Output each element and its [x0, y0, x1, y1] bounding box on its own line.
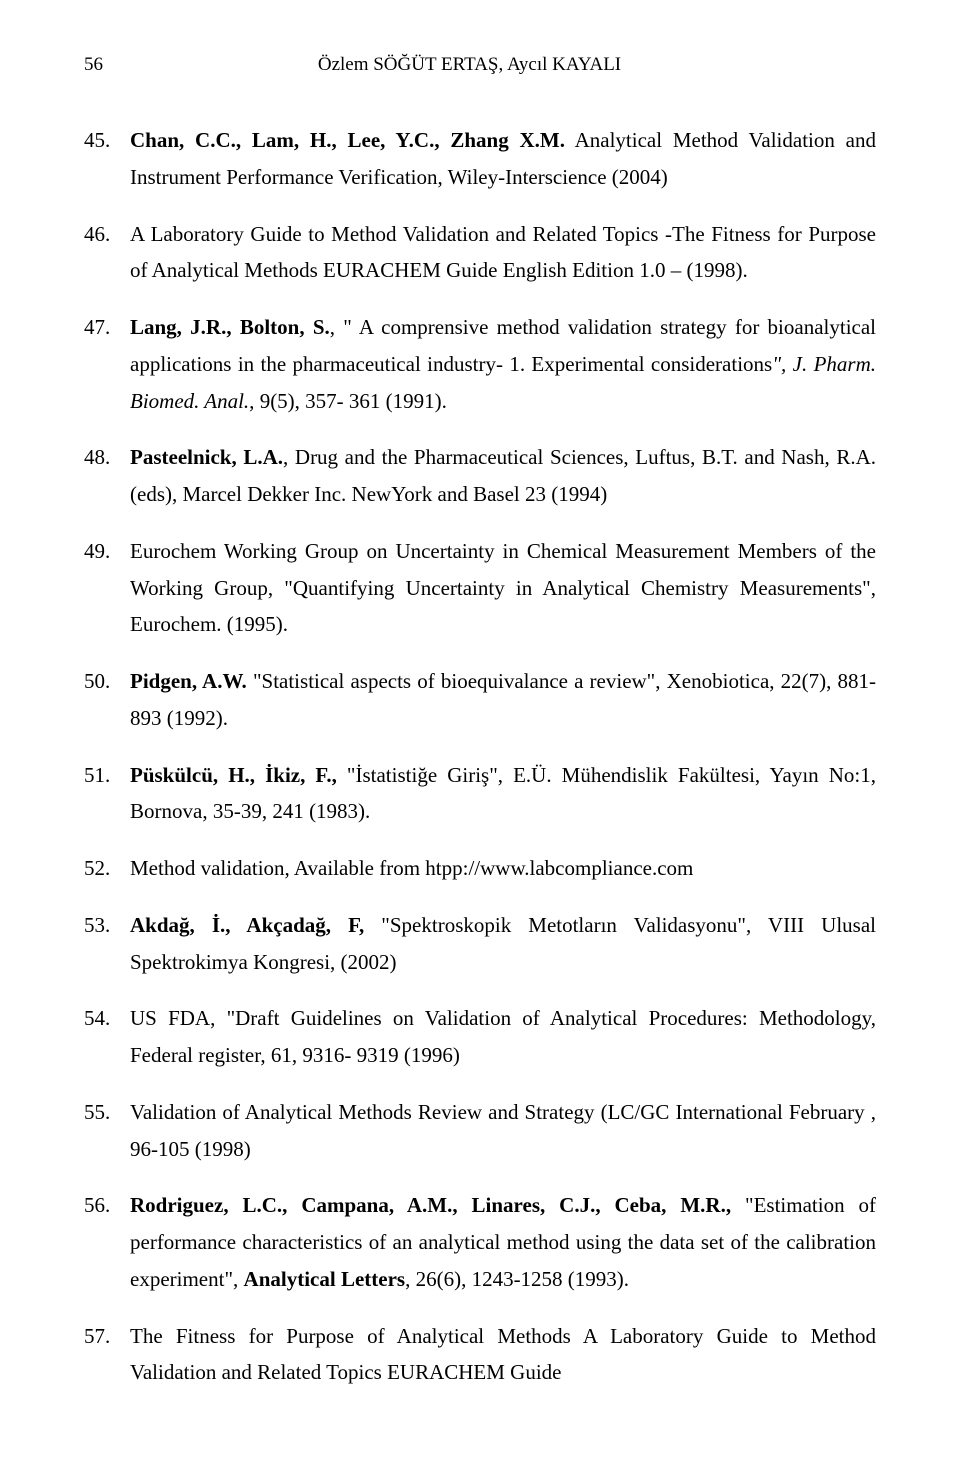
reference-text: Eurochem Working Group on Uncertainty in…: [130, 539, 876, 637]
page-header: 56 Özlem SÖĞÜT ERTAŞ, Aycıl KAYALI: [84, 54, 876, 76]
reference-body: Püskülcü, H., İkiz, F., "İstatistiğe Gir…: [130, 757, 876, 831]
reference-item: 50.Pidgen, A.W. "Statistical aspects of …: [84, 663, 876, 737]
header-authors: Özlem SÖĞÜT ERTAŞ, Aycıl KAYALI: [103, 54, 876, 76]
reference-item: 57.The Fitness for Purpose of Analytical…: [84, 1318, 876, 1392]
reference-text: Püskülcü, H., İkiz, F.,: [130, 763, 337, 787]
reference-item: 47.Lang, J.R., Bolton, S., " A comprensi…: [84, 309, 876, 419]
reference-text: Validation of Analytical Methods Review …: [130, 1100, 876, 1161]
reference-item: 53.Akdağ, İ., Akçadağ, F, "Spektroskopik…: [84, 907, 876, 981]
reference-text: Method validation, Available from htpp:/…: [130, 856, 693, 880]
reference-item: 55.Validation of Analytical Methods Revi…: [84, 1094, 876, 1168]
reference-number: 55.: [84, 1094, 130, 1168]
reference-body: Pasteelnick, L.A., Drug and the Pharmace…: [130, 439, 876, 513]
reference-body: Validation of Analytical Methods Review …: [130, 1094, 876, 1168]
page-number: 56: [84, 54, 103, 76]
reference-number: 45.: [84, 122, 130, 196]
reference-text: Lang, J.R., Bolton, S.: [130, 315, 330, 339]
reference-text: Pasteelnick, L.A.: [130, 445, 283, 469]
reference-body: Rodriguez, L.C., Campana, A.M., Linares,…: [130, 1187, 876, 1297]
reference-item: 54.US FDA, "Draft Guidelines on Validati…: [84, 1000, 876, 1074]
reference-list: 45.Chan, C.C., Lam, H., Lee, Y.C., Zhang…: [84, 122, 876, 1391]
reference-text: A Laboratory Guide to Method Validation …: [130, 222, 876, 283]
reference-body: Eurochem Working Group on Uncertainty in…: [130, 533, 876, 643]
reference-item: 51.Püskülcü, H., İkiz, F., "İstatistiğe …: [84, 757, 876, 831]
reference-item: 48.Pasteelnick, L.A., Drug and the Pharm…: [84, 439, 876, 513]
reference-body: Pidgen, A.W. "Statistical aspects of bio…: [130, 663, 876, 737]
reference-item: 46.A Laboratory Guide to Method Validati…: [84, 216, 876, 290]
reference-number: 57.: [84, 1318, 130, 1392]
reference-number: 56.: [84, 1187, 130, 1297]
reference-text: Chan, C.C., Lam, H., Lee, Y.C., Zhang X.…: [130, 128, 565, 152]
reference-item: 52.Method validation, Available from htp…: [84, 850, 876, 887]
reference-number: 49.: [84, 533, 130, 643]
reference-body: Lang, J.R., Bolton, S., " A comprensive …: [130, 309, 876, 419]
reference-body: Method validation, Available from htpp:/…: [130, 850, 876, 887]
reference-number: 50.: [84, 663, 130, 737]
reference-text: 9(5), 357- 361 (1991).: [254, 389, 446, 413]
page: 56 Özlem SÖĞÜT ERTAŞ, Aycıl KAYALI 45.Ch…: [0, 0, 960, 1465]
reference-text: Akdağ, İ., Akçadağ, F,: [130, 913, 364, 937]
reference-body: Chan, C.C., Lam, H., Lee, Y.C., Zhang X.…: [130, 122, 876, 196]
reference-number: 52.: [84, 850, 130, 887]
reference-text: Analytical Letters: [244, 1267, 406, 1291]
reference-number: 48.: [84, 439, 130, 513]
reference-body: The Fitness for Purpose of Analytical Me…: [130, 1318, 876, 1392]
reference-body: A Laboratory Guide to Method Validation …: [130, 216, 876, 290]
reference-text: , 26(6), 1243-1258 (1993).: [405, 1267, 629, 1291]
reference-text: Pidgen, A.W.: [130, 669, 247, 693]
reference-body: Akdağ, İ., Akçadağ, F, "Spektroskopik Me…: [130, 907, 876, 981]
reference-text: Rodriguez, L.C., Campana, A.M., Linares,…: [130, 1193, 731, 1217]
reference-number: 54.: [84, 1000, 130, 1074]
reference-text: US FDA, "Draft Guidelines on Validation …: [130, 1006, 876, 1067]
reference-body: US FDA, "Draft Guidelines on Validation …: [130, 1000, 876, 1074]
reference-item: 49.Eurochem Working Group on Uncertainty…: [84, 533, 876, 643]
reference-item: 45.Chan, C.C., Lam, H., Lee, Y.C., Zhang…: [84, 122, 876, 196]
reference-number: 46.: [84, 216, 130, 290]
reference-number: 47.: [84, 309, 130, 419]
reference-item: 56.Rodriguez, L.C., Campana, A.M., Linar…: [84, 1187, 876, 1297]
reference-text: The Fitness for Purpose of Analytical Me…: [130, 1324, 876, 1385]
reference-number: 53.: [84, 907, 130, 981]
reference-number: 51.: [84, 757, 130, 831]
